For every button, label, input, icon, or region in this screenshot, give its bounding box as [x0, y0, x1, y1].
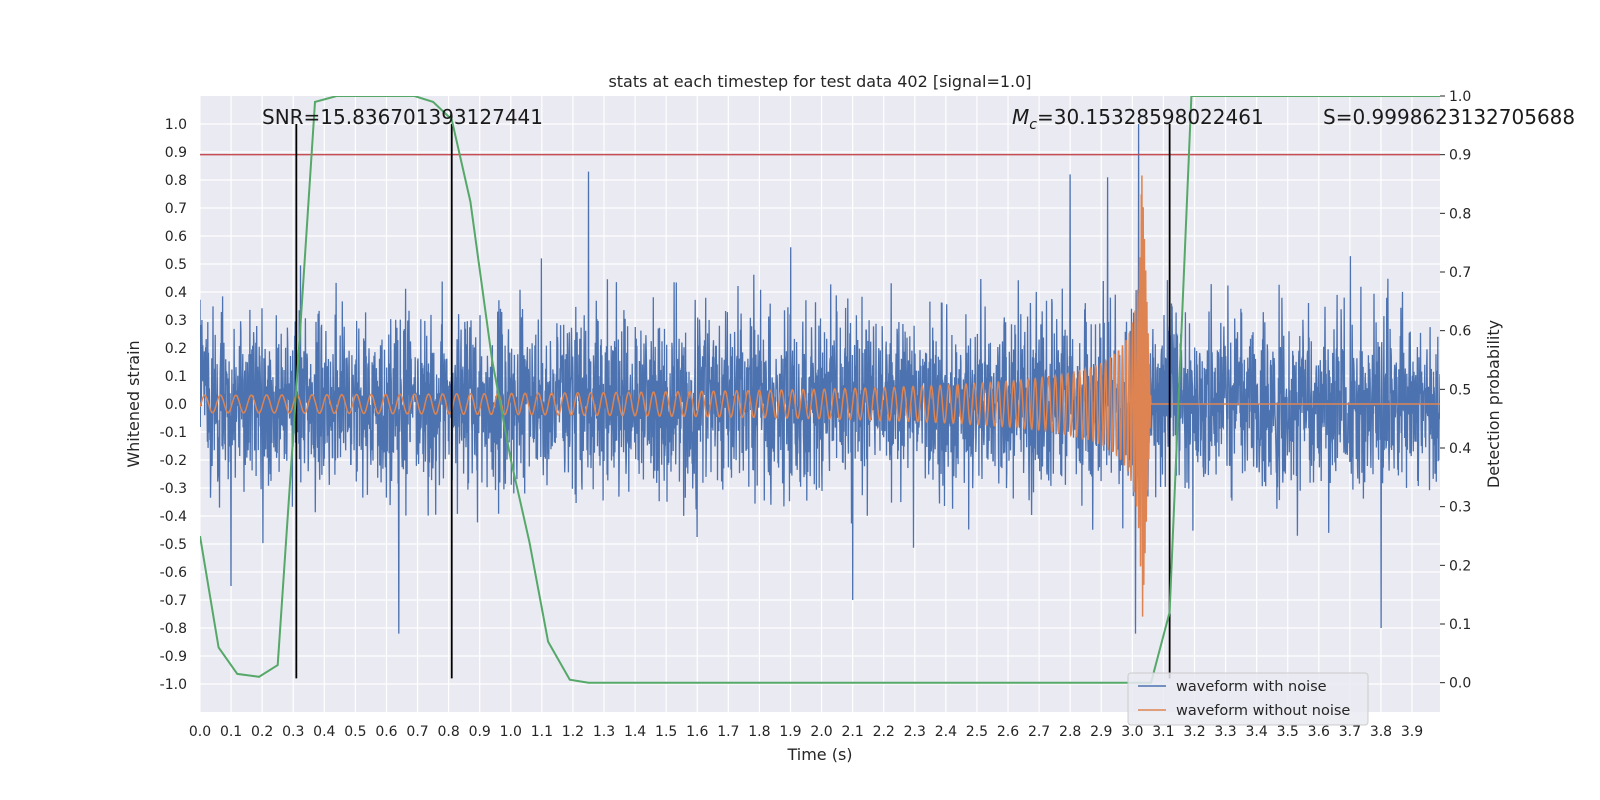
x-tick-label: 3.0	[1121, 724, 1143, 740]
y-tick-label: 0.3	[165, 313, 187, 329]
y2-tick-label: 0.5	[1449, 382, 1471, 398]
x-tick-label: 3.2	[1183, 724, 1205, 740]
x-tick-label: 0.4	[313, 724, 335, 740]
legend-label-noise: waveform with noise	[1176, 679, 1327, 695]
y2-ticks: 1.0 0.9 0.8 0.7 0.6 0.5 0.4 0.3 0.2 0.1 0.0	[1440, 89, 1471, 692]
y-tick-label: -0.7	[160, 593, 187, 609]
x-tick-label: 0.1	[220, 724, 242, 740]
chart-title: stats at each timestep for test data 402…	[608, 72, 1031, 91]
y-tick-label: 0.9	[165, 145, 187, 161]
mc-annotation: Mc=30.15328598022461	[1012, 105, 1264, 133]
s-annotation: S=0.9998623132705688	[1323, 105, 1575, 129]
y-tick-label: 0.5	[165, 257, 187, 273]
y-tick-label: -1.0	[160, 677, 187, 693]
y-tick-label: -0.4	[160, 509, 187, 525]
x-tick-label: 0.8	[437, 724, 459, 740]
y2-tick-label: 0.3	[1449, 500, 1471, 516]
x-tick-label: 2.4	[935, 724, 957, 740]
y2-tick-label: 0.7	[1449, 265, 1471, 281]
x-tick-label: 2.6	[997, 724, 1019, 740]
x-tick-label: 1.1	[531, 724, 553, 740]
x-tick-label: 2.7	[1028, 724, 1050, 740]
y2-tick-label: 0.8	[1449, 206, 1471, 222]
y-tick-label: 0.2	[165, 341, 187, 357]
x-tick-label: 1.4	[624, 724, 646, 740]
x-tick-label: 2.1	[841, 724, 863, 740]
x-tick-label: 2.5	[966, 724, 988, 740]
y2-tick-label: 0.0	[1449, 676, 1471, 692]
x-tick-label: 1.0	[500, 724, 522, 740]
x-tick-label: 3.3	[1214, 724, 1236, 740]
x-tick-label: 1.5	[655, 724, 677, 740]
y2-tick-label: 0.2	[1449, 558, 1471, 574]
y-tick-label: -0.3	[160, 481, 187, 497]
y-tick-label: -0.8	[160, 621, 187, 637]
y-tick-label: 0.0	[165, 397, 187, 413]
x-tick-label: 2.2	[873, 724, 895, 740]
x-tick-label: 3.8	[1370, 724, 1392, 740]
mc-symbol: M	[1012, 105, 1029, 129]
x-tick-label: 1.8	[748, 724, 770, 740]
x-tick-label: 0.9	[469, 724, 491, 740]
waveform-with-noise-line	[200, 123, 1440, 634]
waveform-without-noise-line	[200, 175, 1440, 617]
snr-annotation: SNR=15.836701393127441	[262, 105, 543, 129]
x-tick-label: 1.6	[686, 724, 708, 740]
y2-tick-label: 0.1	[1449, 617, 1471, 633]
y-tick-label: 0.7	[165, 201, 187, 217]
mc-subscript: c	[1029, 117, 1037, 133]
x-tick-label: 0.7	[406, 724, 428, 740]
x-tick-label: 2.3	[904, 724, 926, 740]
y-ticks: 1.0 0.9 0.8 0.7 0.6 0.5 0.4 0.3 0.2 0.1 0.0 -0.1 -0.…	[160, 117, 187, 693]
y-tick-label: -0.1	[160, 425, 187, 441]
x-tick-label: 2.9	[1090, 724, 1112, 740]
mc-value: =30.15328598022461	[1037, 105, 1264, 129]
series-waveform-without-noise	[200, 175, 1440, 617]
x-tick-label: 3.7	[1339, 724, 1361, 740]
y-tick-label: -0.5	[160, 537, 187, 553]
y-tick-label: -0.6	[160, 565, 187, 581]
y2-tick-label: 0.9	[1449, 148, 1471, 164]
x-tick-label: 0.2	[251, 724, 273, 740]
y-tick-label: -0.9	[160, 649, 187, 665]
x-tick-label: 1.2	[562, 724, 584, 740]
x-ticks: 0.0 0.1 0.2 0.3 0.4 0.5 0.6 0.7 0.8 0.9 1.0 1.1 1.2 1…	[189, 724, 1423, 740]
y2-tick-label: 0.6	[1449, 324, 1471, 340]
y2-tick-label: 1.0	[1449, 89, 1471, 105]
x-tick-label: 0.5	[344, 724, 366, 740]
y-tick-label: 0.6	[165, 229, 187, 245]
x-axis-label: Time (s)	[786, 745, 852, 764]
x-tick-label: 0.0	[189, 724, 211, 740]
x-tick-label: 1.9	[779, 724, 801, 740]
y-tick-label: 0.8	[165, 173, 187, 189]
y2-tick-label: 0.4	[1449, 441, 1471, 457]
y-tick-label: 1.0	[165, 117, 187, 133]
legend-box	[1127, 672, 1369, 726]
x-tick-label: 3.4	[1246, 724, 1268, 740]
x-tick-label: 3.1	[1152, 724, 1174, 740]
y2-axis-label: Detection probability	[1484, 320, 1503, 488]
x-tick-label: 2.0	[810, 724, 832, 740]
x-tick-label: 0.6	[375, 724, 397, 740]
x-tick-label: 3.6	[1308, 724, 1330, 740]
y-tick-label: 0.4	[165, 285, 187, 301]
x-tick-label: 0.3	[282, 724, 304, 740]
x-tick-label: 1.3	[593, 724, 615, 740]
x-tick-label: 3.5	[1277, 724, 1299, 740]
x-tick-label: 1.7	[717, 724, 739, 740]
series-waveform-with-noise	[200, 123, 1440, 634]
x-tick-label: 2.8	[1059, 724, 1081, 740]
legend: waveform with noise waveform without noi…	[1127, 672, 1369, 726]
x-tick-label: 3.9	[1401, 724, 1423, 740]
y-tick-label: -0.2	[160, 453, 187, 469]
legend-label-clean: waveform without noise	[1176, 703, 1350, 719]
y-axis-label: Whitened strain	[124, 340, 143, 467]
y-tick-label: 0.1	[165, 369, 187, 385]
